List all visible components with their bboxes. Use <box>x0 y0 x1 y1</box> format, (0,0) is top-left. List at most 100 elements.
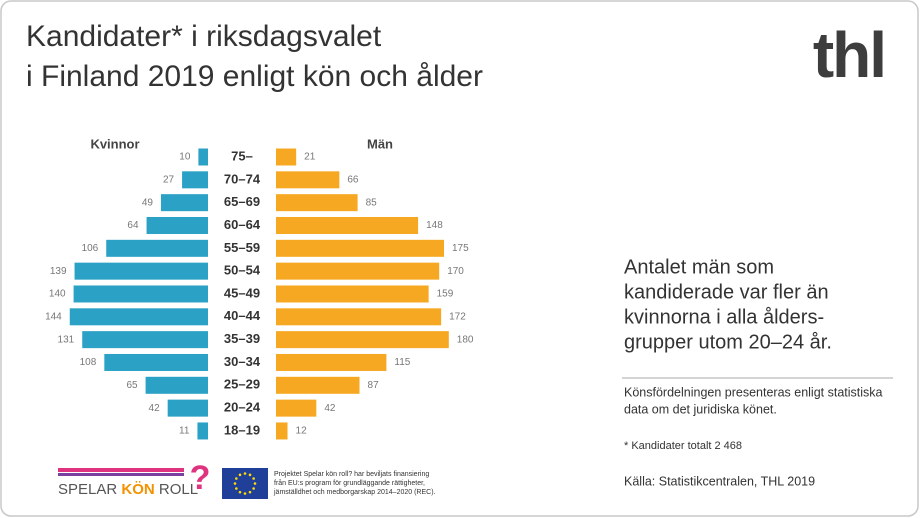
bar <box>74 262 208 280</box>
value-label: 85 <box>366 197 378 208</box>
value-label: 66 <box>347 174 359 185</box>
star <box>248 473 252 477</box>
value-label: 21 <box>304 152 316 163</box>
question-mark: ? <box>190 459 211 497</box>
bar <box>276 285 429 303</box>
star <box>253 482 257 485</box>
category-label: 20–24 <box>224 400 261 415</box>
star <box>252 487 255 490</box>
value-label: 131 <box>58 334 75 345</box>
value-label: 11 <box>179 426 190 437</box>
category-label: 75– <box>231 148 253 163</box>
legend-label: Kvinnor <box>90 136 139 151</box>
category-label: 50–54 <box>224 263 261 278</box>
bar <box>146 216 208 234</box>
eu-flag <box>222 468 268 499</box>
value-label: 170 <box>447 266 464 277</box>
bar <box>104 353 208 371</box>
category-label: 60–64 <box>224 217 261 232</box>
legend-label: Män <box>367 136 393 151</box>
value-label: 65 <box>126 380 138 391</box>
bar <box>276 353 387 371</box>
word: SPELAR <box>58 481 117 498</box>
bar <box>276 331 449 349</box>
value-label: 139 <box>50 266 67 277</box>
value-label: 42 <box>149 403 161 414</box>
value-label: 87 <box>368 380 380 391</box>
bar <box>276 239 444 257</box>
annotation-line: kvinnorna i alla ålders- <box>624 306 824 328</box>
bar <box>182 171 208 189</box>
value-label: 159 <box>437 289 454 300</box>
bar <box>160 194 208 212</box>
category-label: 65–69 <box>224 194 260 209</box>
value-label: 10 <box>179 152 191 163</box>
category-label: 45–49 <box>224 285 260 300</box>
bar <box>276 308 442 326</box>
eu-text: jämställdhet och medborgarskap 2014–2020… <box>273 489 436 496</box>
word: KÖN <box>121 481 154 498</box>
source: Källa: Statistikcentralen, THL 2019 <box>624 474 815 488</box>
category-label: 30–34 <box>224 354 261 369</box>
star <box>238 473 242 477</box>
annotation-line: grupper utom 20–24 år. <box>624 331 832 353</box>
project-logo: SPELAR KÖN ROLL ? <box>58 459 210 498</box>
value-label: 108 <box>80 357 97 368</box>
value-label: 148 <box>426 220 443 231</box>
bar <box>69 308 208 326</box>
bar <box>276 376 360 394</box>
bar <box>276 422 288 440</box>
value-label: 175 <box>452 243 469 254</box>
footnote: * Kandidater totalt 2 468 <box>624 440 742 452</box>
value-label: 140 <box>49 289 66 300</box>
bar <box>167 399 208 417</box>
word: ROLL <box>159 481 198 498</box>
bar <box>276 148 297 166</box>
value-label: 115 <box>394 357 410 368</box>
star <box>243 492 247 495</box>
bar <box>82 331 208 349</box>
eu-text: från EU:s program för grundläggande rätt… <box>274 479 425 487</box>
value-label: 42 <box>324 403 336 414</box>
annotation: Antalet män som kandiderade var fler än … <box>624 256 832 353</box>
eu-text: Projektet Spelar kön roll? har beviljats… <box>274 471 429 478</box>
note: data om det juridiska könet. <box>624 402 777 416</box>
star <box>238 490 242 494</box>
bar <box>276 216 419 234</box>
bar <box>276 262 440 280</box>
category-label: 55–59 <box>224 240 260 255</box>
category-label: 40–44 <box>224 308 261 323</box>
value-label: 12 <box>296 426 308 437</box>
value-label: 27 <box>163 174 175 185</box>
value-label: 64 <box>127 220 139 231</box>
value-label: 172 <box>449 311 466 322</box>
bar <box>276 194 358 212</box>
bar <box>198 148 208 166</box>
value-label: 144 <box>45 311 62 322</box>
bar <box>106 239 208 257</box>
thl-logo: thl <box>813 19 885 91</box>
star <box>233 482 237 485</box>
category-label: 70–74 <box>224 171 261 186</box>
bar <box>276 399 317 417</box>
bar <box>73 285 208 303</box>
bar <box>276 171 340 189</box>
chart-title: i Finland 2019 enligt kön och ålder <box>26 60 483 93</box>
stripe <box>58 473 184 476</box>
star <box>252 477 255 480</box>
category-label: 25–29 <box>224 377 260 392</box>
value-label: 49 <box>142 197 154 208</box>
annotation-line: kandiderade var fler än <box>624 281 829 303</box>
star <box>235 487 238 490</box>
category-label: 18–19 <box>224 422 260 437</box>
value-label: 180 <box>457 334 474 345</box>
bar <box>197 422 208 440</box>
bar <box>145 376 208 394</box>
star <box>235 477 238 480</box>
value-label: 106 <box>82 243 99 254</box>
star <box>243 472 247 475</box>
star <box>248 490 252 494</box>
note: Könsfördelningen presenteras enligt stat… <box>624 385 883 399</box>
